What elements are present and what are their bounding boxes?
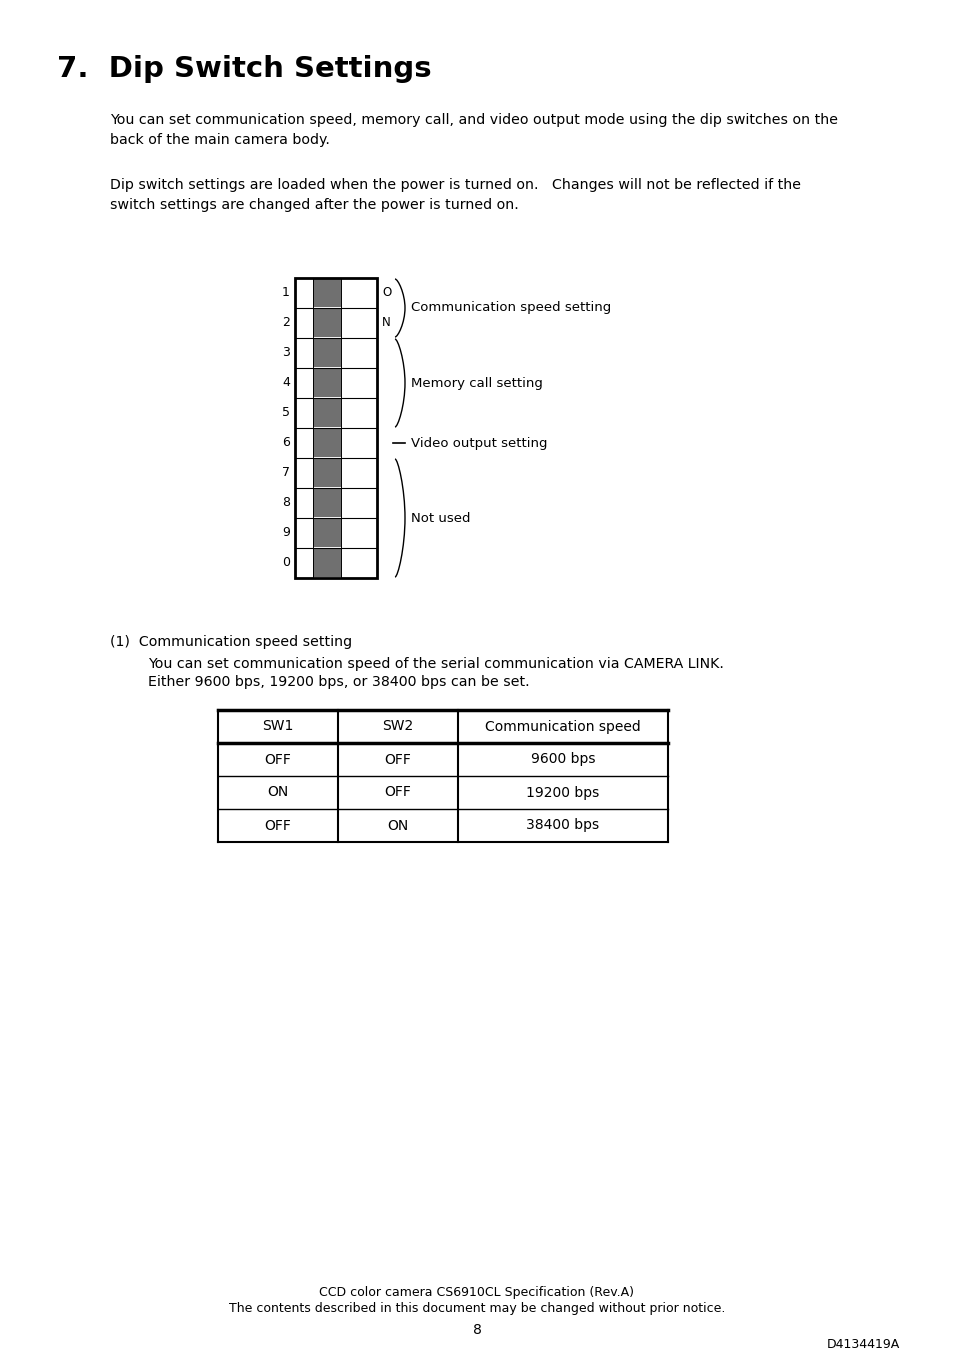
Text: CCD color camera CS6910CL Specification (Rev.A): CCD color camera CS6910CL Specification … <box>319 1286 634 1300</box>
Text: SW1: SW1 <box>262 720 294 734</box>
Text: The contents described in this document may be changed without prior notice.: The contents described in this document … <box>229 1302 724 1315</box>
Bar <box>313 280 340 307</box>
Text: 2: 2 <box>282 316 290 330</box>
Text: 7: 7 <box>282 466 290 480</box>
Text: SW2: SW2 <box>382 720 414 734</box>
Text: Not used: Not used <box>411 512 470 524</box>
Text: (1)  Communication speed setting: (1) Communication speed setting <box>110 635 352 648</box>
Bar <box>313 339 340 367</box>
Text: 6: 6 <box>282 436 290 450</box>
Text: O: O <box>381 286 391 300</box>
Bar <box>313 309 340 336</box>
Text: 8: 8 <box>282 497 290 509</box>
Text: Memory call setting: Memory call setting <box>411 377 542 389</box>
Text: OFF: OFF <box>264 819 291 832</box>
Bar <box>294 278 376 578</box>
Bar <box>313 399 340 427</box>
Text: 4: 4 <box>282 377 290 389</box>
Text: You can set communication speed, memory call, and video output mode using the di: You can set communication speed, memory … <box>110 113 837 147</box>
Text: Communication speed: Communication speed <box>485 720 640 734</box>
Text: 1: 1 <box>282 286 290 300</box>
Text: OFF: OFF <box>384 785 411 800</box>
Text: Either 9600 bps, 19200 bps, or 38400 bps can be set.: Either 9600 bps, 19200 bps, or 38400 bps… <box>148 676 529 689</box>
Bar <box>313 369 340 397</box>
Text: 9600 bps: 9600 bps <box>530 753 595 766</box>
Bar <box>313 549 340 577</box>
Text: 5: 5 <box>282 407 290 420</box>
Text: Communication speed setting: Communication speed setting <box>411 301 611 315</box>
Text: ON: ON <box>267 785 289 800</box>
Text: 19200 bps: 19200 bps <box>526 785 599 800</box>
Text: 3: 3 <box>282 346 290 359</box>
Bar <box>313 459 340 486</box>
Text: 9: 9 <box>282 527 290 539</box>
Text: Video output setting: Video output setting <box>411 436 547 450</box>
Text: D4134419A: D4134419A <box>826 1337 899 1351</box>
Text: Dip switch settings are loaded when the power is turned on.   Changes will not b: Dip switch settings are loaded when the … <box>110 178 801 212</box>
Text: OFF: OFF <box>264 753 291 766</box>
Text: 0: 0 <box>282 557 290 570</box>
Text: N: N <box>381 316 391 330</box>
Text: ON: ON <box>387 819 408 832</box>
Bar <box>313 430 340 457</box>
Text: 38400 bps: 38400 bps <box>526 819 598 832</box>
Text: 7.  Dip Switch Settings: 7. Dip Switch Settings <box>57 55 431 82</box>
Bar <box>313 489 340 517</box>
Text: You can set communication speed of the serial communication via CAMERA LINK.: You can set communication speed of the s… <box>148 657 723 671</box>
Text: OFF: OFF <box>384 753 411 766</box>
Bar <box>313 519 340 547</box>
Text: 8: 8 <box>472 1323 481 1337</box>
